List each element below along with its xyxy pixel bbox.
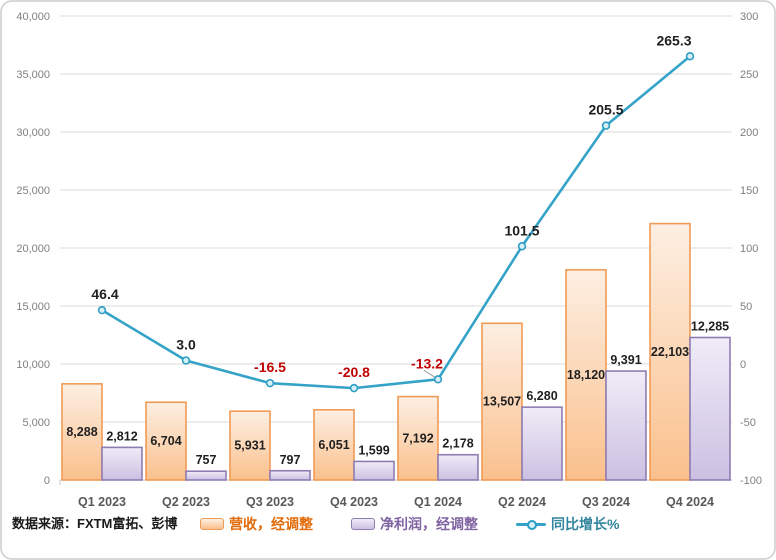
growth-point-label: -20.8 (338, 364, 370, 380)
revenue-bar (229, 410, 271, 481)
revenue-series-swatch (200, 518, 224, 530)
legend-label-growth: 同比增长% (551, 516, 620, 532)
right-axis-tick-label: 150 (740, 185, 758, 197)
revenue-bar (397, 395, 439, 481)
line-marker (685, 52, 695, 61)
growth-polyline (100, 54, 692, 390)
profit-bar (101, 446, 143, 481)
x-axis-category-label: Q2 2024 (498, 495, 546, 508)
left-axis-tick-label: 20,000 (16, 243, 50, 255)
growth-line (100, 54, 692, 390)
revenue-bar-label: 5,931 (234, 439, 265, 453)
growth-series-swatch (516, 518, 546, 530)
line-markers (97, 52, 695, 393)
profit-bar-label: 757 (196, 453, 217, 467)
revenue-bar-label: 18,120 (567, 368, 605, 382)
line-marker (433, 375, 443, 384)
x-axis-category-label: Q3 2024 (582, 495, 630, 508)
profit-bar (689, 336, 731, 481)
growth-point-label: 265.3 (656, 32, 691, 48)
x-axis-category-label: Q1 2023 (78, 495, 126, 508)
left-axis-tick-label: 15,000 (16, 301, 50, 313)
profit-series-swatch (351, 518, 375, 530)
revenue-bar (649, 222, 691, 481)
line-marker (601, 121, 611, 130)
profit-bar (437, 453, 479, 481)
x-axis-category-label: Q3 2023 (246, 495, 294, 508)
line-marker (97, 305, 107, 315)
revenue-bar (61, 383, 103, 481)
growth-point-label: 46.4 (91, 286, 118, 302)
revenue-bar-label: 7,192 (402, 431, 433, 445)
revenue-bar (145, 401, 187, 481)
growth-point-label: 205.5 (588, 102, 623, 118)
revenue-bar-label: 8,288 (66, 425, 97, 439)
line-labels: 46.4 3.0 -16.5 -20.8 -13.2 101.5 205.5 265.3 (91, 32, 691, 380)
label-leader-line (423, 369, 436, 378)
profit-bar-label: 1,599 (358, 443, 389, 457)
left-axis-tick-label: 0 (44, 475, 50, 487)
profit-bar (185, 470, 227, 481)
left-axis-labels: 0 5,000 10,000 15,000 20,000 25,000 30,000 35,0… (16, 11, 50, 487)
combo-chart: 0 5,000 10,000 15,000 20,000 25,000 30,000 35,0… (16, 11, 762, 508)
revenue-bar-label: 6,704 (150, 434, 181, 448)
x-axis-category-label: Q4 2024 (666, 495, 714, 508)
left-axis-tick-label: 25,000 (16, 185, 50, 197)
profit-bar (605, 370, 647, 481)
line-marker (181, 356, 191, 365)
profit-bar-label: 797 (280, 453, 301, 467)
growth-point-label: 3.0 (176, 337, 196, 353)
revenue-bar (313, 409, 355, 481)
profit-bar-label: 2,178 (442, 437, 473, 451)
x-axis-category-label: Q1 2024 (414, 495, 462, 508)
legend-item-revenue: 营收，经调整 (200, 514, 313, 534)
source-note: 数据来源：FXTM富拓、彭博 (12, 516, 178, 531)
left-axis-tick-label: 30,000 (16, 127, 50, 139)
profit-bar-label: 9,391 (610, 353, 641, 367)
growth-point-label: -16.5 (254, 359, 286, 375)
x-axis-labels: Q1 2023 Q2 2023 Q3 2023 Q4 2023 Q1 2024 Q2 20… (78, 495, 714, 508)
revenue-bar-label: 22,103 (651, 345, 689, 359)
left-axis-tick-label: 35,000 (16, 69, 50, 81)
legend-label-revenue: 营收，经调整 (229, 516, 313, 532)
legend: 营收，经调整 净利润，经调整 同比增长% (200, 514, 619, 534)
line-marker (517, 242, 527, 251)
revenue-bar (565, 269, 607, 481)
left-axis-tick-label: 40,000 (16, 11, 50, 23)
profit-bar (269, 469, 311, 481)
growth-point-label: 101.5 (504, 222, 539, 238)
right-axis-tick-label: -50 (740, 417, 756, 429)
right-axis-tick-label: 250 (740, 69, 758, 81)
line-marker (349, 383, 359, 393)
line-marker (265, 378, 275, 388)
right-axis-tick-label: 300 (740, 11, 758, 23)
legend-label-profit: 净利润，经调整 (380, 516, 478, 532)
profit-bar (353, 460, 395, 481)
legend-item-growth: 同比增长% (516, 514, 619, 534)
bar-labels: 8,288 2,812 6,704 757 5,931 797 6,051 1,599 7,19… (66, 319, 729, 467)
profit-bar-label: 12,285 (691, 319, 729, 333)
right-axis-labels: -100 -50 0 50 100 150 200 250 300 (740, 11, 762, 487)
right-axis-tick-label: 50 (740, 301, 752, 313)
x-axis-category-label: Q4 2023 (330, 495, 378, 508)
legend-item-profit: 净利润，经调整 (351, 514, 478, 534)
right-axis-tick-label: 100 (740, 243, 758, 255)
growth-point-label: -13.2 (411, 355, 443, 371)
bars (61, 222, 731, 481)
revenue-bar (481, 322, 523, 481)
left-axis-tick-label: 5,000 (22, 417, 50, 429)
right-axis-tick-label: -100 (740, 475, 762, 487)
revenue-bar-label: 13,507 (483, 395, 521, 409)
profit-bar-label: 6,280 (526, 389, 557, 403)
x-axis-category-label: Q2 2023 (162, 495, 210, 508)
revenue-bar-label: 6,051 (318, 438, 349, 452)
left-axis-tick-label: 10,000 (16, 359, 50, 371)
profit-bar (521, 406, 563, 481)
right-axis-tick-label: 200 (740, 127, 758, 139)
right-axis-tick-label: 0 (740, 359, 746, 371)
profit-bar-label: 2,812 (106, 429, 137, 443)
chart-footer: 数据来源：FXTM富拓、彭博 营收，经调整 净利润，经调整 同比增长% (2, 508, 774, 548)
